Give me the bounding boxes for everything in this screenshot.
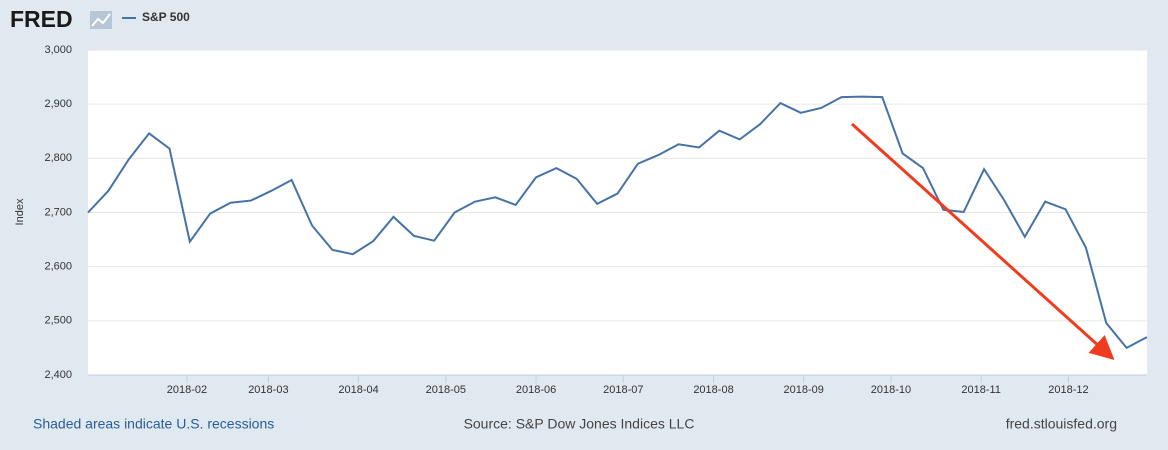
y-tick-label: 2,800 [44, 152, 72, 164]
y-tick-label: 2,600 [44, 261, 72, 273]
x-tick-label: 2018-06 [516, 384, 556, 396]
x-tick-label: 2018-11 [961, 384, 1001, 396]
legend-label: S&P 500 [142, 10, 190, 24]
y-tick-label: 3,000 [44, 44, 72, 56]
x-tick-label: 2018-03 [248, 384, 288, 396]
x-tick-label: 2018-05 [426, 384, 466, 396]
x-tick-label: 2018-08 [693, 384, 733, 396]
x-tick-label: 2018-12 [1048, 384, 1088, 396]
x-tick-label: 2018-04 [338, 384, 378, 396]
x-tick-label: 2018-10 [871, 384, 911, 396]
site-link[interactable]: fred.stlouisfed.org [1006, 416, 1117, 432]
y-tick-label: 2,900 [44, 98, 72, 110]
y-tick-label: 2,500 [44, 315, 72, 327]
y-axis-label: Index [14, 198, 26, 225]
source: Source: S&P Dow Jones Indices LLC [464, 416, 695, 432]
x-tick-label: 2018-02 [167, 384, 207, 396]
recessions-note[interactable]: Shaded areas indicate U.S. recessions [33, 416, 274, 432]
series-line [87, 95, 1148, 350]
logo-icon [90, 11, 112, 29]
annotation-arrow [850, 122, 1115, 361]
y-tick-label: 2,400 [44, 369, 72, 381]
x-tick-label: 2018-07 [603, 384, 643, 396]
y-tick-label: 2,700 [44, 206, 72, 218]
logo: FRED [10, 6, 73, 32]
x-tick-label: 2018-09 [784, 384, 824, 396]
